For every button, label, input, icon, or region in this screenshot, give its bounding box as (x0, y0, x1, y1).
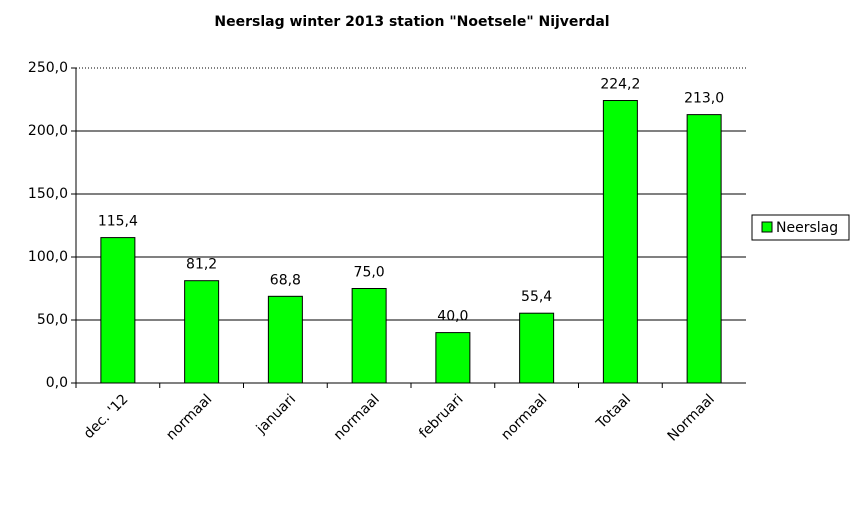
y-tick-label: 100,0 (28, 249, 68, 265)
bar (184, 280, 220, 384)
legend-swatch (761, 221, 773, 233)
y-tick-label: 200,0 (28, 123, 68, 139)
legend-label: Neerslag (776, 220, 838, 236)
bar (267, 295, 303, 384)
x-tick-label: februari (416, 391, 466, 441)
value-label: 55,4 (521, 289, 552, 305)
value-label: 40,0 (437, 309, 468, 325)
value-label: 75,0 (354, 265, 385, 281)
bar (351, 288, 387, 384)
x-tick-label: normaal (163, 391, 215, 443)
value-label: 81,2 (186, 257, 217, 273)
bar (100, 237, 136, 384)
value-label: 213,0 (684, 91, 724, 107)
chart-title: Neerslag winter 2013 station "Noetsele" … (214, 14, 609, 30)
x-tick-label: normaal (331, 391, 383, 443)
x-tick-label: dec. '12 (81, 391, 132, 442)
bar (602, 100, 638, 384)
y-tick-label: 150,0 (28, 186, 68, 202)
y-tick-label: 250,0 (28, 60, 68, 76)
bar (686, 114, 722, 384)
bar (435, 332, 471, 384)
value-label: 224,2 (600, 77, 640, 93)
y-tick-label: 50,0 (37, 312, 68, 328)
x-tick-label: Normaal (665, 391, 718, 444)
value-label: 68,8 (270, 272, 301, 288)
x-tick-label: januari (253, 391, 299, 437)
value-label: 115,4 (98, 214, 138, 230)
y-tick-label: 0,0 (46, 375, 68, 391)
x-tick-label: normaal (498, 391, 550, 443)
bar (519, 312, 555, 384)
x-tick-label: Totaal (593, 391, 634, 432)
